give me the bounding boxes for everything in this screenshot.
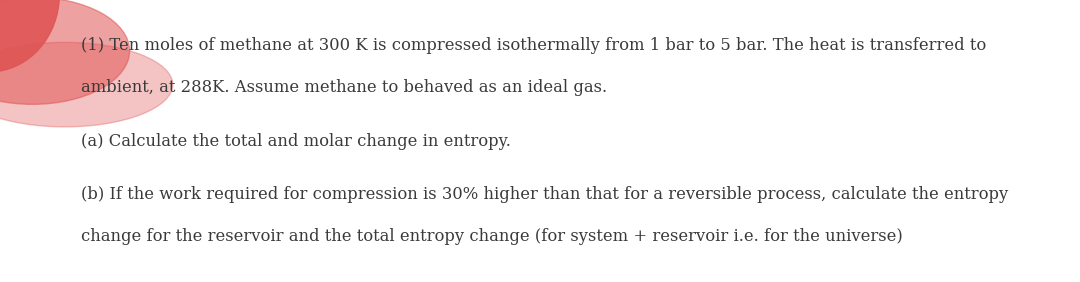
Text: change for the reservoir and the total entropy change (for system + reservoir i.: change for the reservoir and the total e… xyxy=(81,228,903,245)
Ellipse shape xyxy=(0,42,173,127)
Text: (a) Calculate the total and molar change in entropy.: (a) Calculate the total and molar change… xyxy=(81,133,511,149)
Ellipse shape xyxy=(0,0,130,104)
Text: (1) Ten moles of methane at 300 K is compressed isothermally from 1 bar to 5 bar: (1) Ten moles of methane at 300 K is com… xyxy=(81,37,986,54)
Text: ambient, at 288K. Assume methane to behaved as an ideal gas.: ambient, at 288K. Assume methane to beha… xyxy=(81,79,607,96)
Text: (b) If the work required for compression is 30% higher than that for a reversibl: (b) If the work required for compression… xyxy=(81,186,1009,203)
Ellipse shape xyxy=(0,0,59,72)
